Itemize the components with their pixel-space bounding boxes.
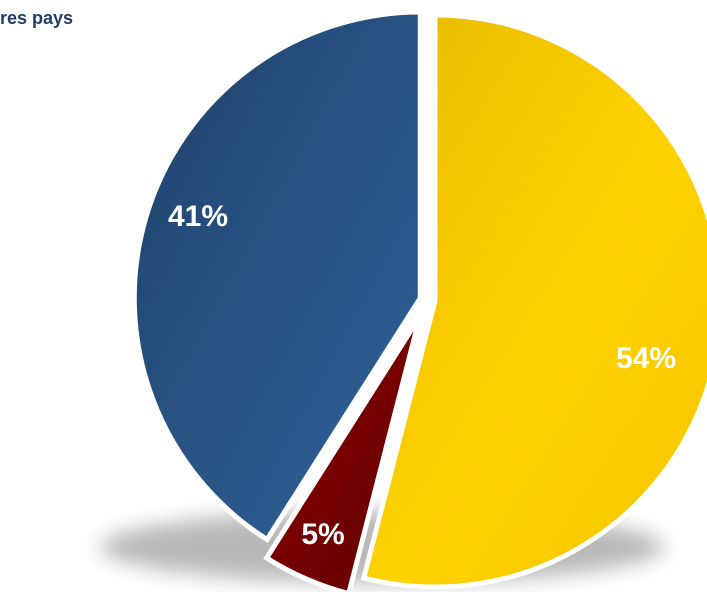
pie-label: 5% — [301, 518, 344, 551]
pie-label: 41% — [168, 200, 228, 233]
pie-slices — [131, 9, 707, 592]
pie-label: 54% — [616, 342, 676, 375]
pie-slice-blue — [131, 9, 423, 543]
pie-slice-yellow — [360, 12, 707, 590]
pie-labels: 54% 5% 41% — [168, 200, 676, 551]
legend-text-fragment: res pays — [0, 8, 74, 28]
pie-slice-red — [263, 315, 423, 592]
